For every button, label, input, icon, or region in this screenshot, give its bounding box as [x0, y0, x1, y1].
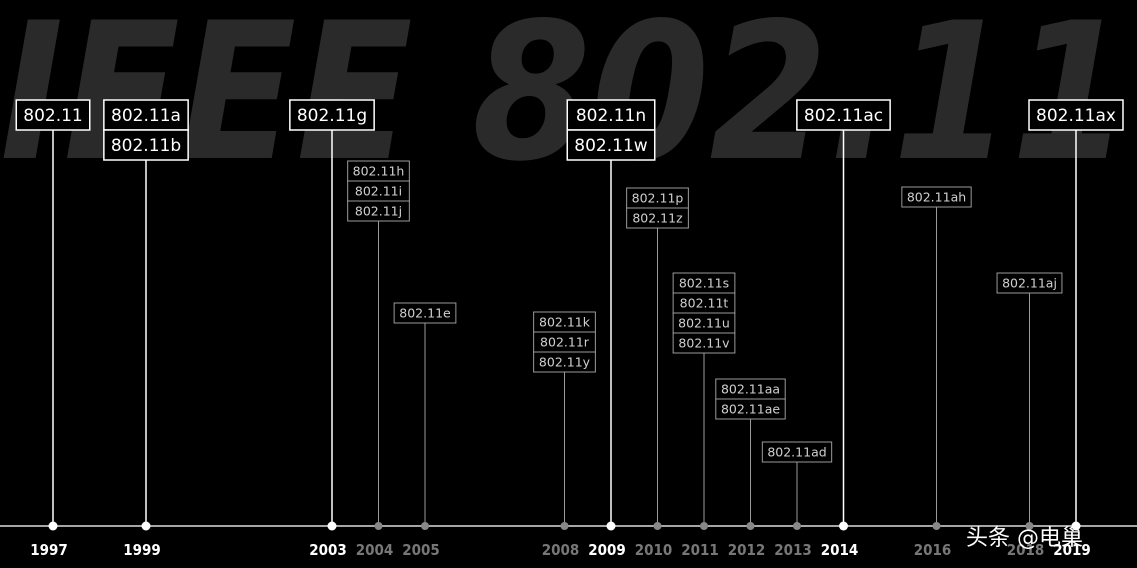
year-label: 2012: [728, 541, 766, 559]
year-label: 2010: [635, 541, 673, 559]
standard-box: [103, 129, 189, 161]
standard-label: 802.11u: [678, 316, 730, 331]
standard-label: 802.11ad: [767, 445, 826, 460]
standard-label: 802.11ae: [721, 402, 780, 417]
year-dot: [1025, 522, 1034, 530]
year-label: 1999: [123, 541, 161, 559]
year-dot: [48, 521, 58, 531]
standard-label: 802.11b: [111, 136, 181, 156]
standard-label: 802.11y: [539, 355, 591, 370]
year-label: 2011: [681, 541, 719, 559]
standard-label: 802.11e: [399, 306, 451, 321]
year-label: 2004: [356, 541, 394, 559]
year-label: 2008: [542, 541, 580, 559]
year-label: 2005: [402, 541, 440, 559]
standard-label: 802.11k: [539, 315, 591, 330]
standard-box: [796, 99, 891, 131]
year-dot: [141, 521, 151, 531]
year-dot: [606, 521, 616, 531]
standard-box: [289, 99, 375, 131]
year-label: 2016: [914, 541, 952, 559]
watermark: 头条 @电巢: [966, 526, 1083, 551]
standard-box: [15, 99, 91, 131]
year-label: 2009: [588, 541, 626, 559]
standard-label: 802.11ah: [907, 190, 966, 205]
year-dot: [839, 521, 848, 531]
year-dot: [1071, 521, 1081, 531]
standard-box: [393, 302, 457, 324]
standard-label: 802.11aa: [721, 382, 780, 397]
standard-label: 802.11z: [632, 211, 683, 226]
standard-label: 802.11n: [576, 106, 646, 126]
year-dot: [932, 522, 941, 530]
year-dot: [374, 522, 383, 530]
standard-box: [626, 207, 689, 229]
standard-box: [996, 272, 1063, 294]
standard-label: 802.11s: [679, 276, 729, 291]
standard-label: 802.11j: [355, 204, 402, 219]
year-label: 2003: [309, 541, 347, 559]
year-dot: [653, 522, 662, 530]
standard-label: 802.11g: [297, 106, 367, 126]
year-label: 2019: [1053, 541, 1091, 559]
standard-label: 802.11t: [680, 296, 729, 311]
standard-box: [347, 200, 410, 222]
standard-label: 802.11v: [678, 336, 730, 351]
standard-box: [672, 332, 736, 354]
year-dot: [793, 522, 801, 530]
standard-label: 802.11p: [632, 191, 684, 206]
standard-box: [103, 99, 189, 131]
standard-box: [715, 398, 786, 420]
standard-label: 802.11r: [540, 335, 590, 350]
standard-label: 802.11w: [574, 136, 647, 156]
standard-label: 802.11i: [355, 184, 402, 199]
year-label: 1997: [30, 541, 68, 559]
year-label: 2014: [821, 541, 859, 559]
standard-box: [533, 351, 596, 373]
year-label: 2018: [1007, 541, 1045, 559]
standard-label: 802.11a: [111, 106, 181, 126]
year-dot: [327, 521, 337, 531]
standard-box: [566, 129, 656, 161]
standard-label: 802.11aj: [1002, 276, 1057, 291]
standard-box: [1028, 99, 1124, 131]
standard-box: [901, 186, 972, 208]
standard-label: 802.11ax: [1036, 106, 1116, 126]
year-dot: [700, 522, 708, 530]
standard-label: 802.11: [23, 106, 82, 126]
standard-label: 802.11h: [353, 164, 405, 179]
year-dot: [746, 522, 755, 530]
year-label: 2013: [774, 541, 812, 559]
year-dot: [421, 522, 429, 530]
standard-box: [761, 441, 833, 463]
year-dot: [560, 522, 569, 530]
standard-label: 802.11ac: [804, 106, 883, 126]
